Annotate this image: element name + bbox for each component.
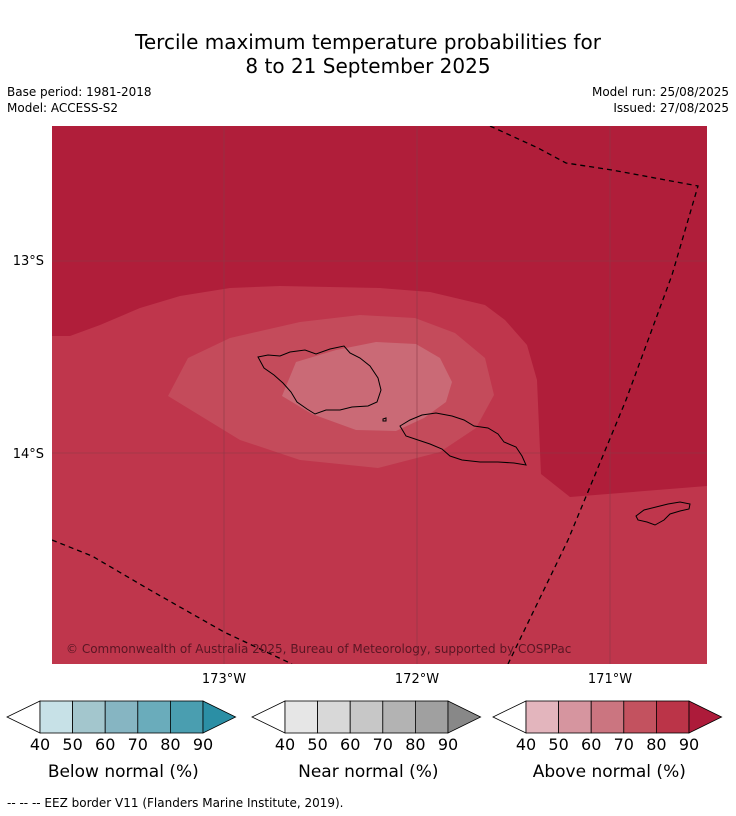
- legend-color-bin: [349, 700, 384, 734]
- savaii-island: [257, 345, 382, 415]
- legend-title: Near normal (%): [298, 762, 438, 782]
- legend-tick-label: 50: [307, 735, 327, 754]
- legend-color-bin: [655, 700, 690, 734]
- tutuila-island: [635, 501, 691, 526]
- lon-label: 172°W: [395, 672, 439, 687]
- legend-title: Below normal (%): [48, 762, 199, 782]
- legend-tick-label: 70: [128, 735, 148, 754]
- eez-borders: [52, 126, 699, 664]
- legend-tick-label: 60: [581, 735, 601, 754]
- legend-color-bin: [414, 700, 449, 734]
- legend-title: Above normal (%): [533, 762, 686, 782]
- legend-tick-label: 50: [62, 735, 82, 754]
- coastlines: [257, 345, 691, 526]
- legend-under-arrow: [251, 700, 286, 734]
- legend-color-bin: [39, 700, 73, 734]
- upolu-island: [399, 412, 527, 466]
- meta-left: Base period: 1981-2018 Model: ACCESS-S2: [7, 84, 152, 116]
- model-name: Model: ACCESS-S2: [7, 101, 119, 115]
- legend-below-normal: 40 50 60 70 80 90 Below normal (%): [6, 700, 237, 782]
- legend-color-bin: [525, 700, 559, 734]
- legend-under-arrow: [492, 700, 527, 734]
- lon-label: 171°W: [588, 672, 632, 687]
- legend-color-bin: [72, 700, 106, 734]
- legend-tick-label: 40: [275, 735, 295, 754]
- legend-tick-label: 60: [340, 735, 360, 754]
- legend-above-normal: 40 50 60 70 80 90 Above normal (%): [492, 700, 723, 782]
- legend-tick-label: 90: [438, 735, 458, 754]
- legend-tick-label: 70: [614, 735, 634, 754]
- legend-color-bin: [137, 700, 171, 734]
- map-title: Tercile maximum temperature probabilitie…: [0, 30, 736, 78]
- legend-tick-label: 90: [193, 735, 213, 754]
- base-period: Base period: 1981-2018: [7, 85, 152, 99]
- copyright-notice: © Commonwealth of Australia 2025, Bureau…: [66, 642, 571, 656]
- model-run: Model run: 25/08/2025: [591, 85, 729, 99]
- lon-labels: 173°W 172°W 171°W: [202, 672, 632, 687]
- meta-right: Model run: 25/08/2025 Issued: 27/08/2025: [592, 84, 729, 116]
- legend-tick-label: 80: [160, 735, 180, 754]
- legend-color-bin: [284, 700, 318, 734]
- shade-90-region: [52, 126, 707, 497]
- legend-tick-label: 90: [679, 735, 699, 754]
- legend-color-bin: [623, 700, 657, 734]
- legend-color-bin: [558, 700, 592, 734]
- legend-tick-label: 80: [405, 735, 425, 754]
- graticule: [52, 126, 707, 664]
- legend-color-bin: [317, 700, 351, 734]
- legend-under-arrow: [6, 700, 41, 734]
- lat-label: 14°S: [13, 447, 44, 462]
- legend-tick-label: 70: [373, 735, 393, 754]
- legend-color-bin: [688, 700, 723, 734]
- legend-color-bin: [447, 700, 482, 734]
- legend-color-bin: [169, 700, 204, 734]
- title-line-2: 8 to 21 September 2025: [245, 54, 491, 78]
- lat-labels: 13°S 14°S: [13, 254, 44, 462]
- issued-date: Issued: 27/08/2025: [613, 101, 729, 115]
- map-panel: © Commonwealth of Australia 2025, Bureau…: [52, 126, 707, 664]
- title-line-1: Tercile maximum temperature probabilitie…: [135, 30, 601, 54]
- legend-color-bin: [202, 700, 237, 734]
- manono-island: [382, 417, 387, 422]
- shade-60-region: [282, 342, 452, 431]
- eez-footnote: -- -- -- EEZ border V11 (Flanders Marine…: [7, 796, 344, 810]
- legend-tick-label: 40: [516, 735, 536, 754]
- legend-tick-label: 60: [95, 735, 115, 754]
- legend-tick-label: 50: [548, 735, 568, 754]
- lon-label: 173°W: [202, 672, 246, 687]
- legend-tick-label: 80: [646, 735, 666, 754]
- legend-color-bin: [104, 700, 139, 734]
- lat-label: 13°S: [13, 254, 44, 269]
- legend-color-bin: [590, 700, 625, 734]
- legend-color-bin: [382, 700, 416, 734]
- legend-tick-label: 40: [30, 735, 50, 754]
